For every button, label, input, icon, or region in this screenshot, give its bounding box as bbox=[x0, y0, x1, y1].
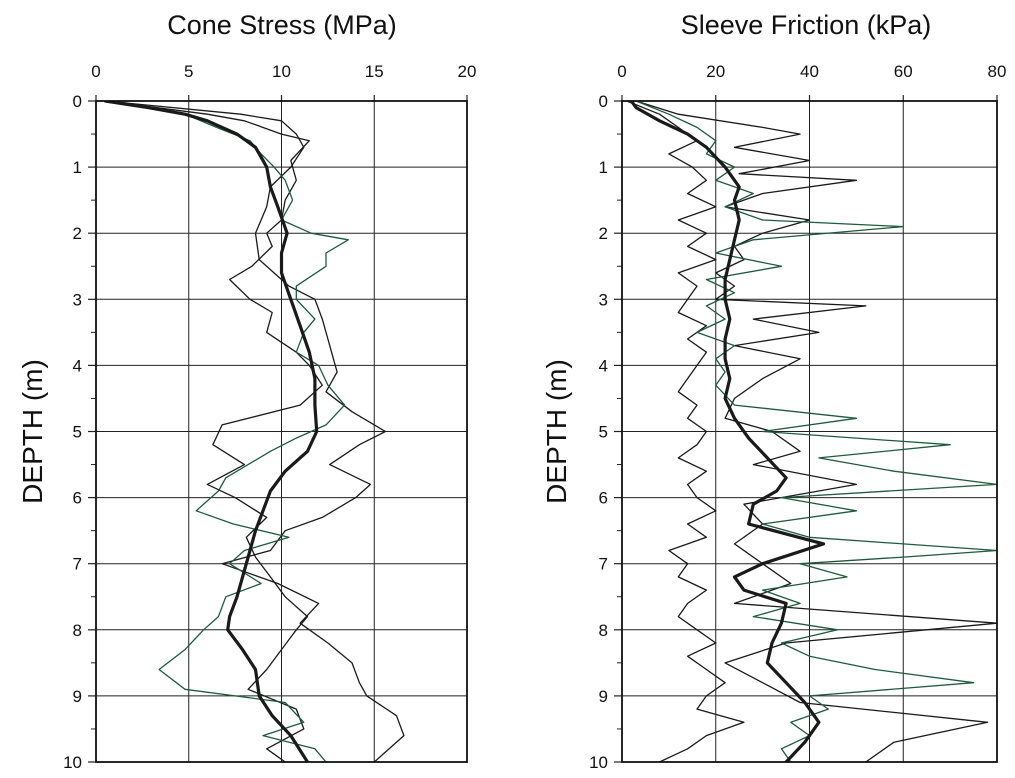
sleeve-friction-x-tick-label: 80 bbox=[988, 62, 1007, 81]
cone-stress-y-tick-label: 6 bbox=[73, 489, 82, 508]
cone-stress-panel: Cone Stress (MPa) DEPTH (m) 0 5 10 15 20 0 1 2 3 4 5… bbox=[17, 10, 476, 772]
sleeve-friction-y-tick-label: 0 bbox=[599, 92, 608, 111]
sleeve-friction-y-tick-label: 7 bbox=[599, 555, 608, 574]
sleeve-friction-x-tick-label: 0 bbox=[617, 62, 626, 81]
cone-stress-y-tick-label: 1 bbox=[73, 158, 82, 177]
cone-stress-title: Cone Stress (MPa) bbox=[167, 10, 397, 40]
cone-stress-y-tick-label: 0 bbox=[73, 92, 82, 111]
sleeve-friction-y-tick-label: 2 bbox=[599, 224, 608, 243]
sleeve-friction-panel: Sleeve Friction (kPa) DEPTH (m) 0 20 40 60 80 0… bbox=[541, 10, 1006, 772]
sleeve-friction-x-tick-label: 60 bbox=[894, 62, 913, 81]
cone-stress-y-tick-label: 8 bbox=[73, 621, 82, 640]
cone-stress-y-tick-label: 10 bbox=[63, 753, 82, 772]
cone-stress-x-tick-label: 15 bbox=[365, 62, 384, 81]
sleeve-friction-series-thin-line-2 bbox=[626, 101, 745, 762]
sleeve-friction-y-tick-label: 6 bbox=[599, 489, 608, 508]
cone-stress-x-tick-label: 10 bbox=[272, 62, 291, 81]
cone-stress-y-tick-label: 3 bbox=[73, 290, 82, 309]
cone-stress-x-tick-label: 20 bbox=[458, 62, 477, 81]
cone-stress-y-axis-label: DEPTH (m) bbox=[17, 359, 48, 504]
sleeve-friction-title: Sleeve Friction (kPa) bbox=[681, 10, 932, 40]
sleeve-friction-series-green-line-3 bbox=[635, 101, 997, 762]
sleeve-friction-y-tick-label: 9 bbox=[599, 687, 608, 706]
cone-stress-series-thick-line-0 bbox=[103, 101, 319, 762]
cone-stress-y-tick-label: 2 bbox=[73, 224, 82, 243]
cone-stress-series-thin-line-1 bbox=[104, 101, 323, 762]
sleeve-friction-y-tick-label: 1 bbox=[599, 158, 608, 177]
sleeve-friction-y-tick-label: 10 bbox=[589, 753, 608, 772]
sleeve-friction-x-tick-label: 20 bbox=[706, 62, 725, 81]
sleeve-friction-series-thick-line-0 bbox=[629, 101, 826, 762]
sleeve-friction-plot-frame bbox=[621, 100, 998, 763]
sleeve-friction-series-thin-line-1 bbox=[635, 101, 997, 762]
sleeve-friction-x-tick-label: 40 bbox=[800, 62, 819, 81]
sleeve-friction-y-tick-label: 4 bbox=[599, 356, 608, 375]
sleeve-friction-y-tick-label: 3 bbox=[599, 290, 608, 309]
sleeve-friction-y-tick-label: 8 bbox=[599, 621, 608, 640]
cone-stress-y-tick-label: 7 bbox=[73, 555, 82, 574]
cone-stress-y-tick-label: 9 bbox=[73, 687, 82, 706]
cone-stress-y-tick-label: 5 bbox=[73, 423, 82, 442]
cone-stress-x-tick-label: 0 bbox=[91, 62, 100, 81]
cone-stress-plot-frame bbox=[95, 100, 468, 763]
sleeve-friction-y-tick-label: 5 bbox=[599, 423, 608, 442]
cone-stress-x-tick-label: 5 bbox=[184, 62, 193, 81]
sleeve-friction-y-axis-label: DEPTH (m) bbox=[541, 359, 572, 504]
cone-stress-y-tick-label: 4 bbox=[73, 356, 82, 375]
cone-stress-series-green-line-3 bbox=[104, 101, 349, 762]
